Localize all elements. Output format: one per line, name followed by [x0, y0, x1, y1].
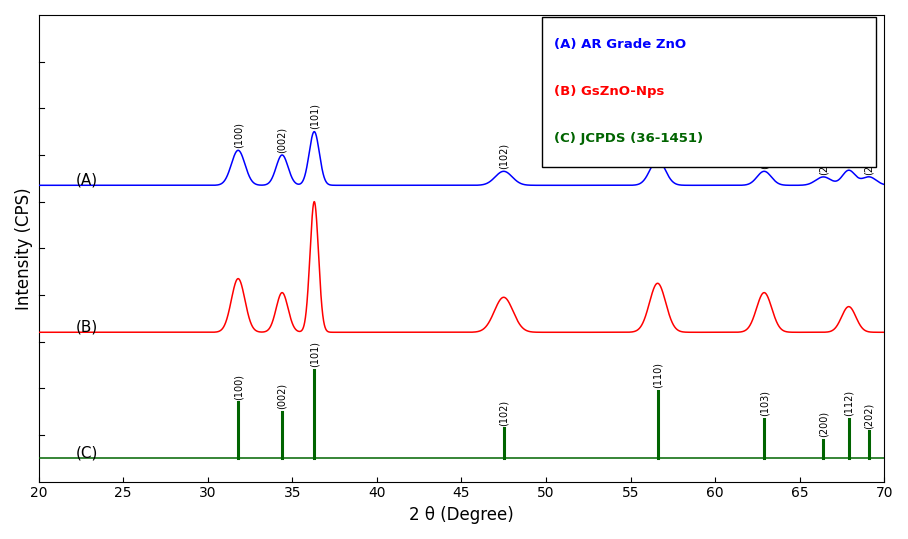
Text: (A) AR Grade ZnO: (A) AR Grade ZnO	[555, 38, 686, 51]
Text: (103): (103)	[759, 143, 769, 169]
Text: (112): (112)	[844, 142, 854, 168]
Text: (200): (200)	[818, 148, 828, 175]
Text: (102): (102)	[498, 143, 508, 169]
Text: (202): (202)	[864, 148, 874, 175]
Text: (100): (100)	[233, 122, 243, 148]
Text: (C) JCPDS (36-1451): (C) JCPDS (36-1451)	[555, 132, 704, 144]
Text: (112): (112)	[844, 390, 854, 416]
Y-axis label: Intensity (CPS): Intensity (CPS)	[15, 187, 33, 309]
Text: (A): (A)	[75, 172, 98, 187]
Text: (110): (110)	[653, 362, 663, 388]
Text: (100): (100)	[233, 374, 243, 400]
Text: (200): (200)	[818, 411, 828, 437]
Text: (202): (202)	[864, 403, 874, 429]
Text: (102): (102)	[498, 399, 508, 426]
Text: (110): (110)	[653, 132, 663, 157]
X-axis label: 2 θ (Degree): 2 θ (Degree)	[409, 506, 514, 524]
Text: (103): (103)	[759, 390, 769, 416]
Text: (002): (002)	[277, 127, 287, 153]
Text: (C): (C)	[75, 445, 98, 460]
Text: (101): (101)	[310, 341, 320, 367]
Text: (101): (101)	[310, 103, 320, 129]
Text: (B) GsZnO-Nps: (B) GsZnO-Nps	[555, 85, 665, 98]
Text: (B): (B)	[75, 319, 98, 334]
FancyBboxPatch shape	[542, 17, 876, 167]
Text: (002): (002)	[277, 383, 287, 409]
